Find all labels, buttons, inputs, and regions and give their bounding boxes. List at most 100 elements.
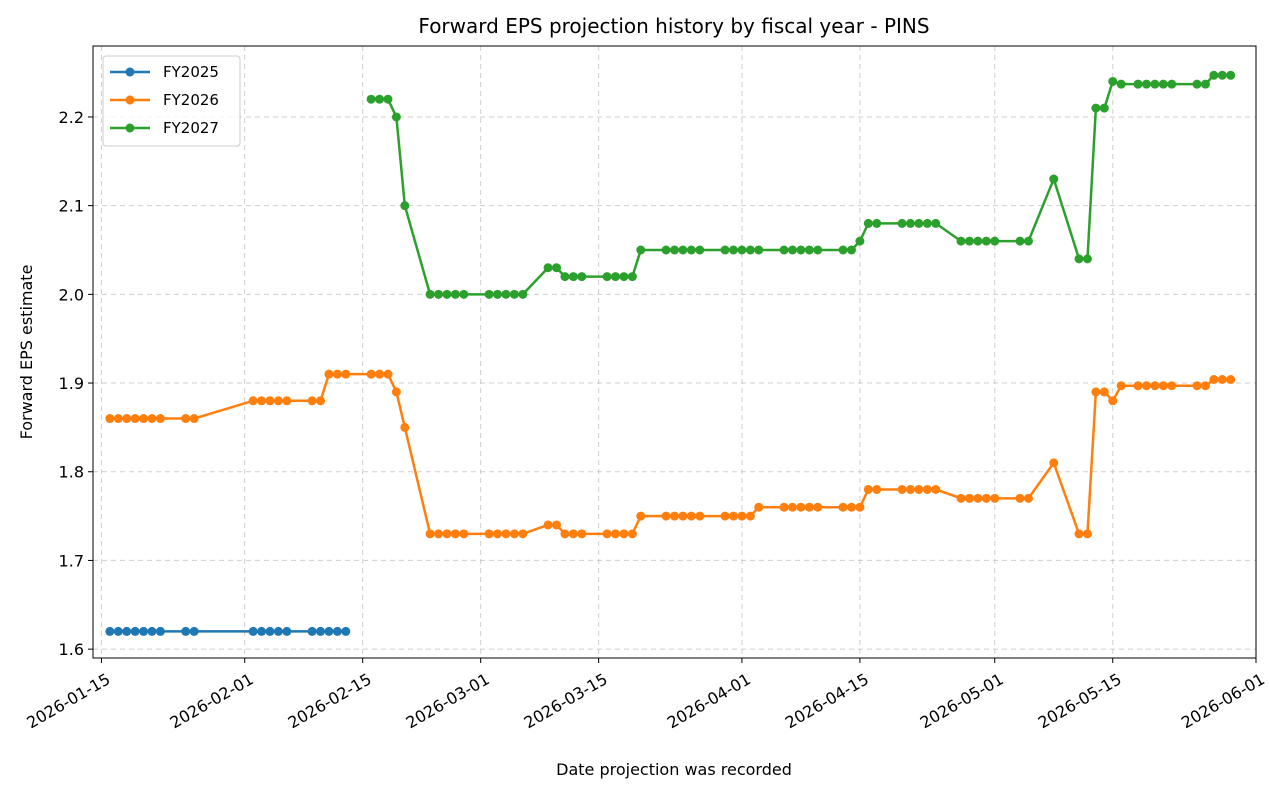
data-point: [273, 396, 283, 406]
data-point: [105, 414, 115, 424]
data-point: [543, 263, 553, 273]
series-fy2026: [105, 369, 1236, 539]
data-point: [1226, 374, 1236, 384]
data-point: [1167, 381, 1177, 391]
data-point: [181, 414, 191, 424]
data-point: [139, 626, 149, 636]
y-tick-label: 2.1: [59, 197, 84, 216]
data-point: [1150, 79, 1160, 89]
data-point: [686, 511, 696, 521]
data-point: [425, 529, 435, 539]
data-point: [745, 245, 755, 255]
data-point: [990, 236, 1000, 246]
series-fy2027: [366, 70, 1236, 299]
data-point: [568, 272, 578, 282]
data-point: [1023, 493, 1033, 503]
data-point: [518, 529, 528, 539]
data-point: [425, 289, 435, 299]
data-point: [189, 626, 199, 636]
data-point: [450, 289, 460, 299]
data-point: [1141, 381, 1151, 391]
data-point: [855, 236, 865, 246]
y-tick-label: 2.0: [59, 285, 84, 304]
data-point: [1023, 236, 1033, 246]
data-point: [754, 502, 764, 512]
data-point: [568, 529, 578, 539]
data-point: [434, 529, 444, 539]
data-point: [383, 94, 393, 104]
data-point: [375, 94, 385, 104]
data-point: [543, 520, 553, 530]
data-point: [1158, 381, 1168, 391]
data-point: [400, 201, 410, 211]
data-point: [1074, 254, 1084, 264]
data-point: [720, 245, 730, 255]
data-point: [1192, 381, 1202, 391]
data-point: [611, 529, 621, 539]
data-point: [341, 369, 351, 379]
data-point: [1226, 70, 1236, 80]
data-point: [627, 529, 637, 539]
y-tick-label: 1.9: [59, 374, 84, 393]
y-tick-label: 1.6: [59, 640, 84, 659]
data-point: [518, 289, 528, 299]
data-point: [1091, 387, 1101, 397]
legend-marker: [125, 95, 135, 105]
y-axis: 1.6 1.7 1.8 1.9 2.0 2.1 2.2: [59, 108, 93, 659]
data-point: [619, 272, 629, 282]
data-point: [678, 245, 688, 255]
data-point: [265, 396, 275, 406]
data-point: [1133, 79, 1143, 89]
data-point: [442, 529, 452, 539]
data-point: [1074, 529, 1084, 539]
data-point: [1049, 174, 1059, 184]
data-point: [155, 414, 165, 424]
data-point: [1108, 76, 1118, 86]
data-point: [282, 626, 292, 636]
data-point: [846, 502, 856, 512]
data-point: [1209, 374, 1219, 384]
data-point: [1150, 381, 1160, 391]
data-point: [257, 626, 267, 636]
data-point: [981, 493, 991, 503]
data-point: [366, 369, 376, 379]
data-point: [316, 626, 326, 636]
data-point: [695, 511, 705, 521]
data-point: [1192, 79, 1202, 89]
data-point: [1108, 396, 1118, 406]
data-point: [560, 529, 570, 539]
data-point: [863, 484, 873, 494]
data-point: [964, 493, 974, 503]
data-point: [813, 502, 823, 512]
data-point: [636, 245, 646, 255]
data-point: [897, 484, 907, 494]
data-point: [627, 272, 637, 282]
data-point: [1158, 79, 1168, 89]
data-point: [956, 493, 966, 503]
plot-frame: [92, 45, 1257, 659]
chart-title: Forward EPS projection history by fiscal…: [418, 14, 929, 38]
data-point: [804, 502, 814, 512]
data-point: [383, 369, 393, 379]
data-point: [113, 626, 123, 636]
data-point: [804, 245, 814, 255]
data-point: [914, 484, 924, 494]
data-point: [956, 236, 966, 246]
data-point: [450, 529, 460, 539]
data-point: [863, 218, 873, 228]
data-point: [661, 511, 671, 521]
data-point: [257, 396, 267, 406]
data-point: [341, 626, 351, 636]
data-point: [130, 626, 140, 636]
data-point: [248, 626, 258, 636]
legend-marker: [125, 123, 135, 133]
legend: FY2025 FY2026 FY2027: [102, 55, 241, 147]
data-point: [1200, 79, 1210, 89]
data-point: [619, 529, 629, 539]
data-point: [737, 511, 747, 521]
data-point: [720, 511, 730, 521]
data-point: [484, 289, 494, 299]
data-point: [897, 218, 907, 228]
data-point: [838, 245, 848, 255]
data-point: [846, 245, 856, 255]
